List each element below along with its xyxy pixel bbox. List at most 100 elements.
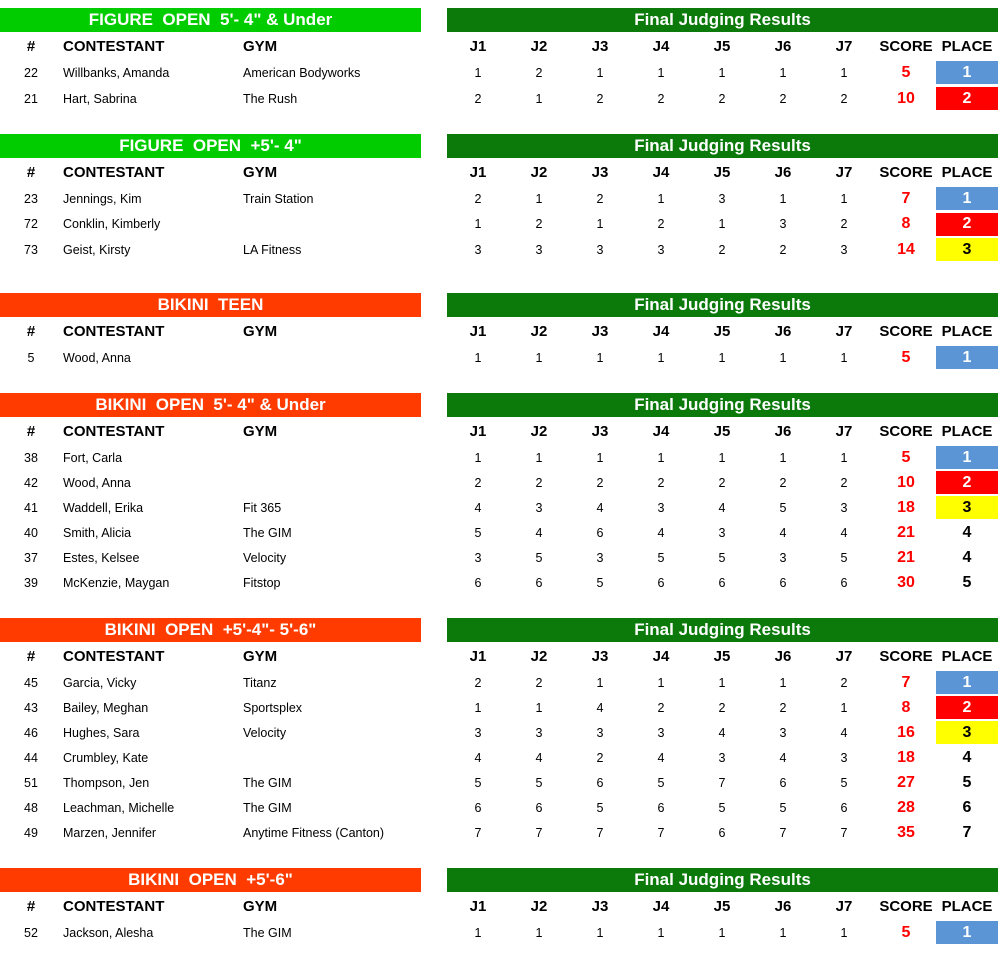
column-header-j2: J2 [530,322,548,340]
judge-4-rank: 3 [657,500,665,515]
contestant-name: Marzen, Jennifer [63,825,157,840]
judge-4-rank: 1 [657,191,665,206]
judge-3-rank: 5 [596,575,604,590]
column-header-num: # [26,422,36,440]
place-highlight [936,671,998,694]
contestant-name: Willbanks, Amanda [63,65,170,80]
judge-4-rank: 2 [657,91,665,106]
place-highlight [936,238,998,261]
judge-6-rank: 4 [779,750,787,765]
column-header-j4: J4 [652,422,670,440]
column-header-j6: J6 [774,163,792,181]
judge-6-rank: 1 [779,65,787,80]
judge-5-rank: 6 [718,825,726,840]
judge-1-rank: 4 [474,750,482,765]
judge-7-rank: 2 [840,91,848,106]
column-header-num: # [26,37,36,55]
contestant-gym: LA Fitness [243,242,302,257]
place-value: 4 [962,523,972,541]
judge-1-rank: 1 [474,700,482,715]
contestant-number: 48 [24,800,38,815]
contestant-number: 45 [24,675,38,690]
contestant-gym [243,745,443,770]
total-score: 5 [901,448,911,466]
judge-4-rank: 3 [657,242,665,257]
place-highlight [936,346,998,369]
contestant-gym: Anytime Fitness (Canton) [243,825,385,840]
contestant-number: 49 [24,825,38,840]
place-value: 4 [962,548,972,566]
column-header-j2: J2 [530,37,548,55]
judge-5-rank: 5 [718,550,726,565]
judge-6-rank: 6 [779,775,787,790]
judge-1-rank: 2 [474,475,482,490]
column-header-place: PLACE [941,322,993,340]
table-row: 21 Hart, Sabrina The Rush 2 1 2 2 2 2 2 10 2 [0,86,1000,111]
contestant-number: 40 [24,525,38,540]
judge-4-rank: 5 [657,550,665,565]
judge-6-rank: 1 [779,450,787,465]
column-header-score: SCORE [879,897,933,915]
judge-2-rank: 1 [535,450,543,465]
table-row: 52 Jackson, Alesha The GIM 1 1 1 1 1 1 1 5 1 [0,920,1000,945]
total-score: 8 [901,215,911,232]
results-title: Final Judging Results [447,868,998,892]
table-row: 5 Wood, Anna 1 1 1 1 1 1 1 5 1 [0,345,1000,370]
category-title: BIKINI OPEN +5'-4"- 5'-6" [0,618,421,642]
contestant-gym: Fit 365 [243,500,282,515]
column-header-j1: J1 [469,322,487,340]
column-header-place: PLACE [941,37,993,55]
place-value: 5 [962,773,972,791]
contestant-number: 52 [24,925,38,940]
judge-7-rank: 3 [840,500,848,515]
contestant-name: Smith, Alicia [63,525,132,540]
place-value: 2 [962,473,972,491]
column-header-j4: J4 [652,647,670,665]
contestant-number: 5 [27,350,35,365]
column-header-contestant: CONTESTANT [63,322,165,340]
judge-2-rank: 3 [535,725,543,740]
column-header-score: SCORE [879,647,933,665]
total-score: 21 [897,548,915,566]
column-header-gym: GYM [243,37,278,55]
total-score: 16 [897,723,915,741]
column-header-j2: J2 [530,897,548,915]
judge-3-rank: 2 [596,475,604,490]
contestant-gym: Sportsplex [243,700,303,715]
table-row: 43 Bailey, Meghan Sportsplex 1 1 4 2 2 2 1 8 2 [0,695,1000,720]
contestant-name: McKenzie, Maygan [63,575,170,590]
judge-5-rank: 2 [718,475,726,490]
judge-5-rank: 6 [718,575,726,590]
column-header-j7: J7 [835,422,853,440]
contestant-number: 22 [24,65,38,80]
judge-3-rank: 1 [596,450,604,465]
column-header-row: # CONTESTANT GYM J1 J2 J3 J4 J5 J6 J7 SCORE PLACE [0,319,1000,343]
column-header-j4: J4 [652,322,670,340]
column-header-contestant: CONTESTANT [63,897,165,915]
judge-1-rank: 1 [474,925,482,940]
contestant-number: 23 [24,191,38,206]
judge-3-rank: 1 [596,217,604,231]
judge-1-rank: 3 [474,725,482,740]
contestant-name: Wood, Anna [63,350,131,365]
table-row: 22 Willbanks, Amanda American Bodyworks 1 2 1… [0,60,1000,85]
place-value: 1 [962,189,972,207]
judge-3-rank: 3 [596,550,604,565]
judge-1-rank: 5 [474,775,482,790]
column-header-score: SCORE [879,322,933,340]
contestant-name: Conklin, Kimberly [63,217,161,231]
contestant-name: Hughes, Sara [63,725,140,740]
table-row: 23 Jennings, Kim Train Station 2 1 2 1 3 1 1 7 1 [0,186,1000,211]
table-row: 37 Estes, Kelsee Velocity 3 5 3 5 5 3 5 21 4 [0,545,1000,570]
results-title: Final Judging Results [447,134,998,158]
judge-2-rank: 2 [535,217,543,231]
judge-6-rank: 1 [779,925,787,940]
contestant-number: 41 [24,500,38,515]
judge-1-rank: 3 [474,550,482,565]
column-header-j3: J3 [591,163,609,181]
judge-3-rank: 4 [596,500,604,515]
judge-1-rank: 1 [474,217,482,231]
column-header-j3: J3 [591,322,609,340]
judge-7-rank: 6 [840,575,848,590]
judge-5-rank: 3 [718,191,726,206]
